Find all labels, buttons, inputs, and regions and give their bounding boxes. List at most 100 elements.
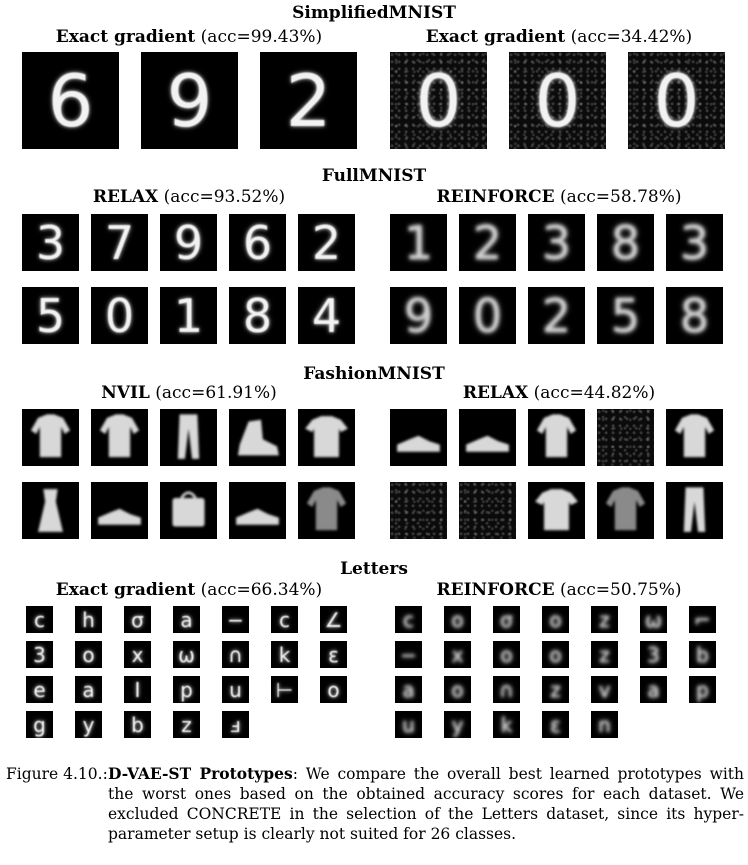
glyph: 3 <box>647 642 660 667</box>
pullover-icon <box>666 409 723 466</box>
glyph: ∠ <box>324 607 343 632</box>
panel-title: Exact gradient (acc=66.34%) <box>4 580 374 600</box>
method-name: Exact gradient <box>55 27 196 47</box>
glyph: 9 <box>166 58 213 143</box>
bag-icon <box>160 482 217 539</box>
accuracy: (acc=50.75%) <box>559 580 682 600</box>
accuracy: (acc=34.42%) <box>570 27 693 47</box>
glyph: o <box>82 642 95 667</box>
prototype-image: e <box>26 676 53 703</box>
section-title-fashionmnist: FashionMNIST <box>303 364 445 384</box>
prototype-image <box>459 409 516 466</box>
glyph: o <box>451 677 464 702</box>
prototype-image: b <box>124 711 151 738</box>
prototype-image: c <box>26 606 53 633</box>
glyph: 8 <box>679 288 710 343</box>
glyph: − <box>227 607 244 632</box>
prototype-image <box>666 482 723 539</box>
prototype-image: a <box>75 676 102 703</box>
prototype-image: k <box>271 641 298 668</box>
prototype-image: 0 <box>459 287 516 344</box>
method-name: RELAX <box>92 187 159 207</box>
method-name: Exact gradient <box>55 580 196 600</box>
glyph: ε <box>328 642 339 667</box>
prototype-image <box>390 409 447 466</box>
prototype-image: o <box>75 641 102 668</box>
prototype-image <box>528 482 585 539</box>
prototype-image: 3 <box>640 641 667 668</box>
noise-icon <box>459 482 516 539</box>
glyph: 9 <box>173 215 204 270</box>
prototype-image: y <box>75 711 102 738</box>
prototype-image: 8 <box>666 287 723 344</box>
glyph: p <box>180 677 193 702</box>
prototype-image: o <box>444 606 471 633</box>
glyph: σ <box>500 607 513 632</box>
prototype-image <box>459 482 516 539</box>
caption-text: : We compare the overall best learned pr… <box>108 765 744 843</box>
prototype-image <box>597 482 654 539</box>
prototype-image: u <box>222 676 249 703</box>
prototype-image: ε <box>542 711 569 738</box>
prototype-image: − <box>222 606 249 633</box>
prototype-image <box>22 482 79 539</box>
ankle-boot-icon <box>229 409 286 466</box>
prototype-image: o <box>444 676 471 703</box>
prototype-image: 9 <box>141 52 238 149</box>
glyph: c <box>403 607 414 632</box>
prototype-image: 8 <box>229 287 286 344</box>
prototype-image: 2 <box>260 52 357 149</box>
glyph: 2 <box>285 58 332 143</box>
prototype-image: a <box>395 676 422 703</box>
glyph: a <box>180 607 193 632</box>
prototype-image: − <box>395 641 422 668</box>
prototype-image <box>22 409 79 466</box>
panel-title: RELAX (acc=44.82%) <box>374 383 744 403</box>
accuracy: (acc=93.52%) <box>163 187 286 207</box>
prototype-image: h <box>75 606 102 633</box>
prototype-image: ⌐ <box>689 606 716 633</box>
prototype-image <box>597 409 654 466</box>
prototype-image <box>229 409 286 466</box>
glyph: ω <box>178 642 195 667</box>
glyph: 0 <box>104 288 135 343</box>
glyph: 2 <box>541 288 572 343</box>
glyph: y <box>451 712 464 737</box>
shirt-icon <box>597 482 654 539</box>
glyph: σ <box>131 607 144 632</box>
prototype-image: 0 <box>509 52 606 149</box>
caption-bold: D-VAE-ST Prototypes <box>108 764 293 783</box>
glyph: 4 <box>311 288 342 343</box>
glyph: k <box>500 712 513 737</box>
prototype-image: 2 <box>298 214 355 271</box>
sneaker-icon <box>459 409 516 466</box>
accuracy: (acc=99.43%) <box>200 27 323 47</box>
prototype-image <box>160 409 217 466</box>
method-name: REINFORCE <box>436 187 555 207</box>
shirt-icon <box>298 482 355 539</box>
glyph: x <box>451 642 464 667</box>
glyph: 6 <box>47 58 94 143</box>
glyph: c <box>34 607 45 632</box>
prototype-image: 9 <box>390 287 447 344</box>
noise-icon <box>390 482 447 539</box>
prototype-image: o <box>320 676 347 703</box>
prototype-image: o <box>542 641 569 668</box>
panel-title: RELAX (acc=93.52%) <box>4 187 374 207</box>
prototype-image: 5 <box>22 287 79 344</box>
glyph: 6 <box>242 215 273 270</box>
prototype-image: 8 <box>597 214 654 271</box>
prototype-image: ε <box>320 641 347 668</box>
dress-icon <box>22 482 79 539</box>
prototype-image: 2 <box>528 287 585 344</box>
glyph: e <box>33 677 46 702</box>
sneaker-icon <box>390 409 447 466</box>
section-title-letters: Letters <box>340 559 408 579</box>
prototype-image: 2 <box>459 214 516 271</box>
glyph: b <box>696 642 709 667</box>
prototype-image <box>298 482 355 539</box>
glyph: o <box>500 642 513 667</box>
glyph: o <box>451 607 464 632</box>
prototype-image: 3 <box>26 641 53 668</box>
prototype-image: z <box>173 711 200 738</box>
